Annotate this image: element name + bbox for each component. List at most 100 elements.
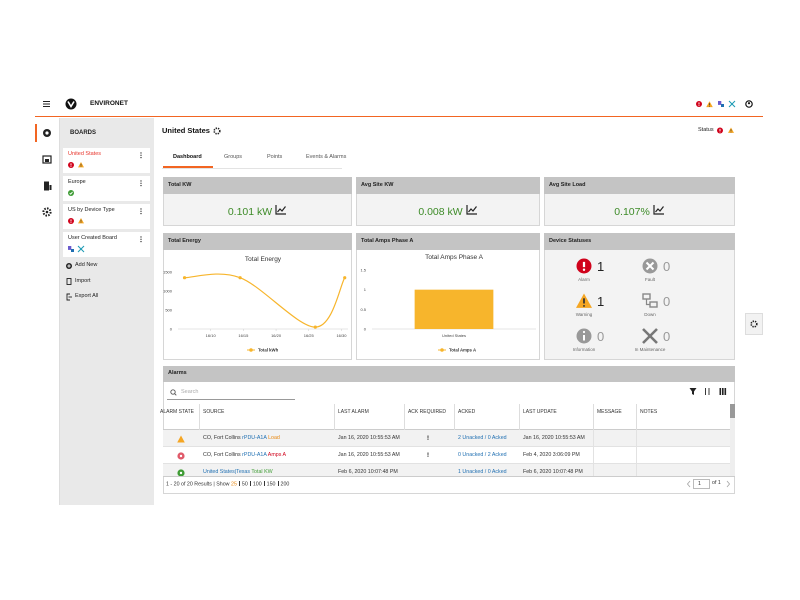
nav-active-marker: [35, 124, 37, 142]
results-summary: 1 - 20 of 20 Results | Show: [166, 481, 230, 488]
page-size-option[interactable]: 50: [241, 481, 248, 488]
widget-title: Device Statuses: [549, 238, 592, 244]
source-location: CO, Fort Collins: [203, 435, 241, 441]
tab[interactable]: Points: [267, 154, 283, 160]
column-divider: [636, 404, 637, 430]
state-icon: [177, 451, 185, 460]
widget-header: [356, 233, 540, 250]
acked-cell[interactable]: 2 Unacked / 0 Acked: [458, 435, 507, 441]
columns-button[interactable]: [717, 385, 727, 397]
source-point: Total KW: [251, 469, 273, 475]
last-update-cell: Feb 4, 2020 3:06:09 PM: [523, 452, 580, 458]
tab[interactable]: Groups: [224, 154, 243, 160]
status-count: 1: [597, 259, 605, 274]
prev-page-button[interactable]: [685, 479, 692, 489]
page-size-option[interactable]: 200: [280, 481, 290, 488]
column-divider: [593, 447, 594, 464]
tab[interactable]: Dashboard: [173, 154, 202, 160]
tab-divider: [162, 168, 342, 169]
trend-icon-axis: [466, 205, 477, 215]
widget-title: Total Amps Phase A: [361, 238, 414, 244]
metric-value-box: 0.008 kW: [356, 205, 540, 219]
sidebar-action[interactable]: Export All: [75, 293, 99, 300]
table-row: [163, 464, 730, 476]
status-label: Warning: [575, 312, 593, 317]
column-divider: [636, 464, 637, 476]
tab[interactable]: Events & Alarms: [306, 154, 347, 160]
page-size-option[interactable]: 100: [252, 481, 262, 488]
board-card[interactable]: [63, 148, 150, 173]
sort-button[interactable]: [702, 385, 712, 397]
scrollbar-thumb: [730, 404, 735, 418]
column-divider: [519, 404, 520, 430]
source-device[interactable]: rPDU-A1A: [242, 435, 267, 441]
last-update-cell: Jan 16, 2020 10:55:53 AM: [523, 435, 585, 441]
status-count: 1: [597, 294, 605, 309]
sidebar-action[interactable]: Add New: [75, 262, 98, 269]
page-input[interactable]: 1: [693, 479, 710, 489]
filter-button[interactable]: [688, 385, 698, 397]
table-header-row: [163, 404, 730, 430]
nav-item[interactable]: [40, 126, 54, 140]
widget-header: [163, 233, 352, 250]
page-title: United States: [162, 126, 210, 135]
widget-header: [356, 177, 540, 194]
board-card[interactable]: [63, 204, 150, 229]
column-divider: [593, 464, 594, 476]
pagination-sizes: 1 - 20 of 20 Results | Show 25 50 100 150 20…: [166, 481, 366, 489]
column-header: MESSAGE: [597, 409, 622, 415]
source-location: CO, Fort Collins: [203, 452, 241, 458]
nav-item[interactable]: [40, 205, 54, 219]
board-card[interactable]: [63, 232, 150, 257]
page-count-label: of: [712, 480, 717, 486]
column-header: ACKED: [458, 409, 476, 415]
column-header: LAST UPDATE: [523, 409, 557, 415]
nav-item[interactable]: [40, 153, 54, 167]
trend-icon: [466, 205, 477, 215]
page-size-option[interactable]: 25: [231, 481, 237, 488]
next-page-button[interactable]: [725, 479, 732, 489]
last-update-cell: Feb 6, 2020 10:07:48 PM: [523, 469, 583, 475]
metric-value: 0.107%: [614, 206, 650, 218]
board-name: US by Device Type: [68, 207, 115, 213]
column-divider: [593, 404, 594, 430]
sidebar-title: BOARDS: [70, 130, 97, 136]
nav-item[interactable]: [40, 179, 54, 193]
scrollbar-track: [730, 404, 735, 476]
state-icon-dot: [179, 471, 183, 474]
side-settings-button[interactable]: [745, 313, 763, 335]
ack-required-cell: !: [427, 452, 429, 459]
status-count: 0: [663, 329, 671, 344]
size-separator: [238, 481, 240, 486]
source-device[interactable]: rPDU-A1A: [242, 452, 267, 458]
tab-underline: [163, 166, 213, 168]
state-icon: [177, 435, 185, 442]
board-card[interactable]: [63, 176, 150, 201]
table-row: [163, 430, 730, 447]
page-size-option[interactable]: 150: [266, 481, 276, 488]
status-label: Alarm: [578, 277, 590, 282]
trend-icon: [275, 205, 287, 215]
widget: [544, 233, 735, 360]
trend-icon-line: [277, 206, 287, 213]
alarms-header: [163, 366, 735, 382]
menu-button[interactable]: [40, 99, 52, 111]
status-count: 0: [597, 329, 605, 344]
sidebar-action[interactable]: Import: [75, 277, 91, 284]
acked-cell[interactable]: 0 Unacked / 2 Acked: [458, 452, 507, 458]
metric-value: 0.101 kW: [227, 206, 273, 218]
table-body: CO, Fort Collins rPDU-A1A Load Jan 16, 20…: [163, 430, 730, 476]
search-box[interactable]: [167, 386, 295, 400]
column-header: ACK REQUIRED: [407, 409, 447, 415]
acked-cell[interactable]: 1 Unacked / 0 Acked: [458, 469, 507, 475]
status-label: In Maintenance: [634, 347, 666, 352]
table-row: [163, 447, 730, 464]
source-cell: CO, Fort Collins rPDU-A1A Load: [203, 435, 338, 444]
chart-bg: [357, 250, 539, 359]
trend-icon-line: [654, 206, 664, 213]
state-icon: [177, 468, 185, 476]
board-name: Europe: [68, 179, 86, 185]
last-alarm-cell: Jan 16, 2020 10:55:53 AM: [338, 452, 400, 458]
